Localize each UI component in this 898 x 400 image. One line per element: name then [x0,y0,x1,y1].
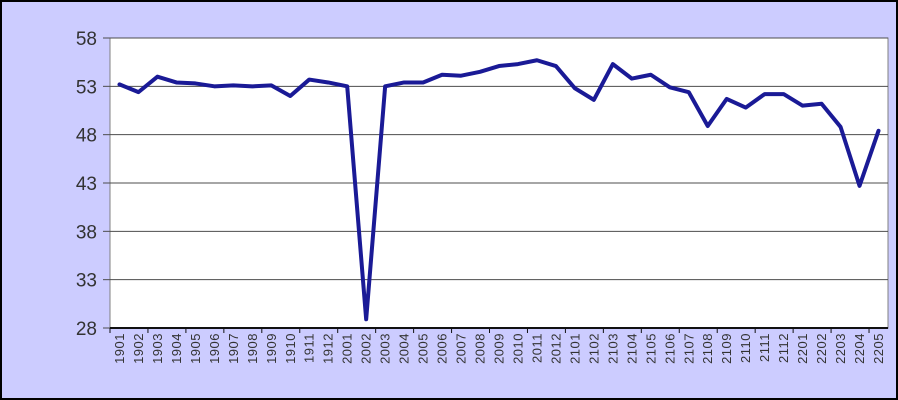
x-axis-label: 1911 [302,333,317,363]
x-axis-label: 1909 [264,333,279,364]
y-axis-label: 48 [76,126,97,147]
x-axis-label: 2202 [814,333,829,364]
x-axis-label: 1904 [169,333,184,364]
x-axis-label: 2205 [871,333,886,364]
x-axis-label: 2002 [359,333,374,364]
x-axis-label: 1903 [150,333,165,364]
x-axis-label: 2010 [510,333,525,364]
x-axis-label: 2006 [435,333,450,364]
y-axis-label: 33 [76,271,97,292]
x-axis-label: 1902 [131,333,146,364]
x-axis-label: 2012 [548,333,563,364]
y-axis-label: 28 [76,319,97,340]
x-axis-label: 2001 [340,333,355,364]
x-axis-label: 1905 [188,333,203,364]
x-axis-label: 1907 [226,333,241,364]
x-axis-label: 2105 [643,333,658,364]
x-axis-label: 2003 [378,333,393,364]
x-axis-label: 1906 [207,333,222,364]
x-axis-label: 2008 [473,333,488,364]
data-line [117,58,881,322]
y-axis-label: 58 [76,29,97,50]
x-axis-label: 2111 [757,333,772,362]
y-axis-label: 53 [76,77,97,98]
x-axis-label: 2004 [397,333,412,364]
x-axis-label: 2101 [567,333,582,364]
y-axis-label: 38 [76,222,97,243]
x-axis-label: 2112 [776,333,791,363]
x-axis-label: 1908 [245,333,260,364]
x-axis-label: 2009 [492,333,507,364]
x-axis-label: 2102 [586,333,601,364]
x-axis-label: 2104 [624,333,639,364]
x-axis-label: 2110 [738,333,753,363]
x-axis-label: 2106 [662,333,677,364]
x-axis-label: 2007 [454,333,469,364]
x-axis-label: 1912 [321,333,336,364]
x-axis-label: 2204 [852,333,867,364]
x-axis-label: 2108 [700,333,715,364]
x-axis-label: 2201 [795,333,810,364]
x-axis-label: 2203 [833,333,848,364]
y-axis-label: 43 [76,174,97,195]
x-axis-label: 1910 [283,333,298,364]
x-axis-label: 2005 [416,333,431,364]
x-axis-label: 2011 [529,333,544,363]
x-axis-label: 1901 [112,333,127,364]
x-axis-label: 2103 [605,333,620,364]
x-axis-label: 2107 [681,333,696,364]
x-axis-label: 2109 [719,333,734,364]
